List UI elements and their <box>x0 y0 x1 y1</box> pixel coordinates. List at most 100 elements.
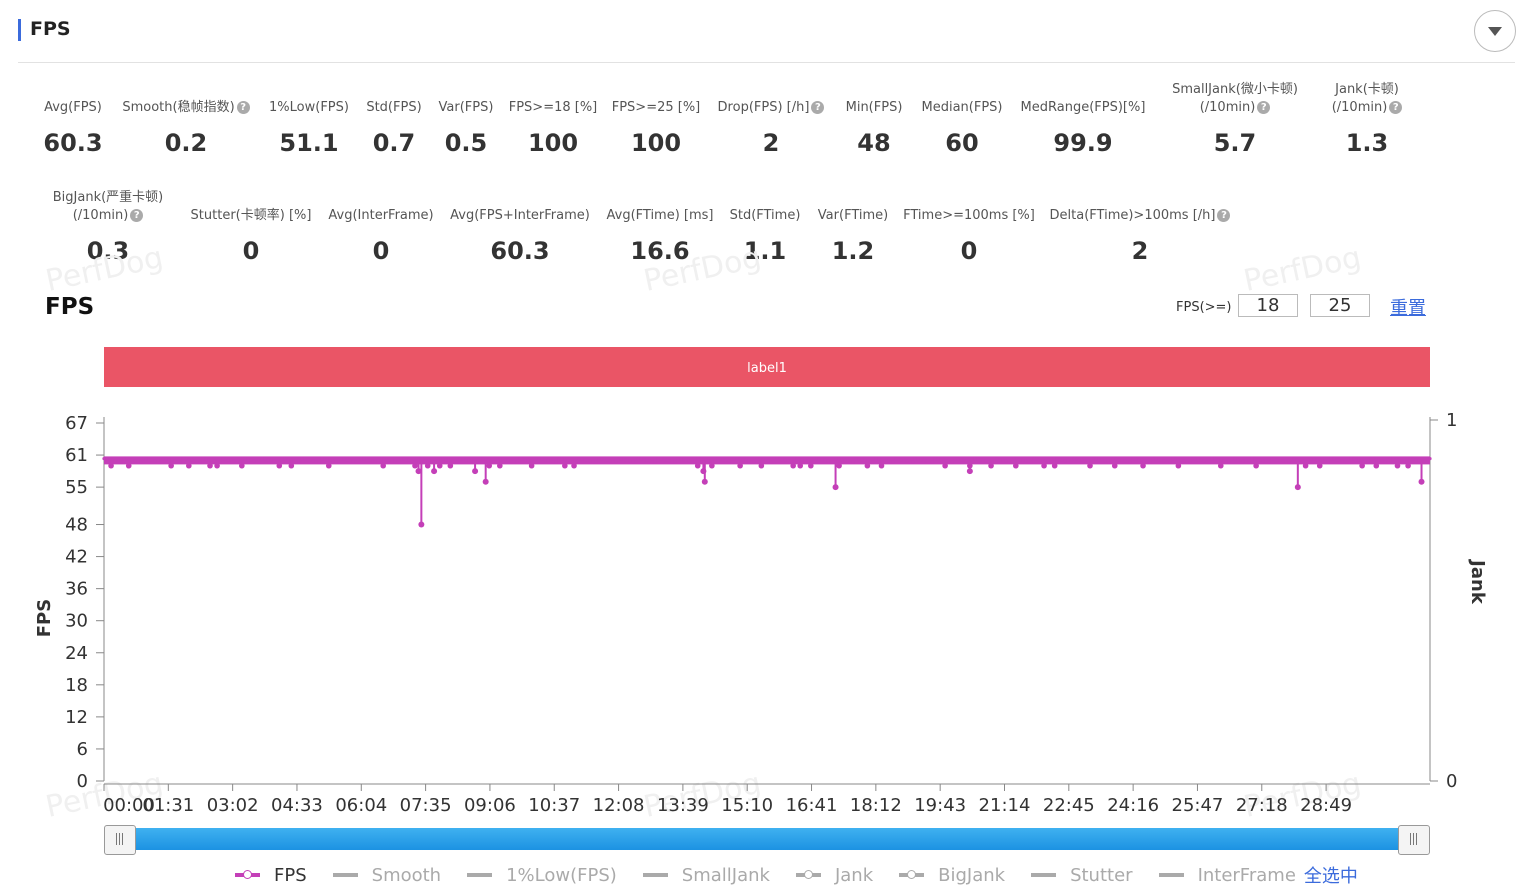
fps-point <box>399 457 403 461</box>
fps-point <box>911 460 915 464</box>
fps-point <box>1145 460 1149 464</box>
help-icon[interactable]: ? <box>1217 209 1231 222</box>
fps-point <box>984 459 988 463</box>
legend-item-1-low-fps-[interactable]: 1%Low(FPS) <box>467 865 617 886</box>
fps-point <box>953 457 957 461</box>
fps-point <box>534 460 539 464</box>
fps-point <box>902 458 906 463</box>
fps-point <box>639 457 643 461</box>
fps-point <box>987 460 991 464</box>
fps-point <box>758 457 762 461</box>
fps-point <box>345 458 349 462</box>
fps-point <box>732 460 737 464</box>
legend-item-smalljank[interactable]: SmallJank <box>642 865 770 886</box>
fps-point <box>1329 457 1333 461</box>
fps-point <box>543 458 547 462</box>
fps-point <box>274 460 279 464</box>
stat-value: 60.3 <box>43 129 103 157</box>
stat-row2-6: Var(FTime) 1.2 <box>743 207 963 265</box>
fps-point <box>303 457 307 461</box>
fps-point <box>492 460 496 464</box>
fps-point <box>877 457 881 461</box>
fps-point <box>255 460 259 464</box>
legend-item-stutter[interactable]: Stutter <box>1031 865 1133 886</box>
fps-point <box>461 457 465 461</box>
threshold-input-1[interactable] <box>1238 294 1298 317</box>
legend-item-bigjank[interactable]: BigJank <box>899 865 1005 886</box>
zoom-slider-track[interactable] <box>106 828 1428 850</box>
legend-symbol-icon <box>795 868 821 882</box>
legend-item-smooth[interactable]: Smooth <box>332 864 442 886</box>
help-icon[interactable]: ? <box>811 101 825 114</box>
fps-point <box>1185 460 1189 464</box>
fps-point <box>752 460 756 464</box>
y-tick-label: 48 <box>65 515 88 536</box>
fps-point <box>158 460 163 464</box>
x-tick-label: 18:12 <box>850 795 902 816</box>
stat-label: SmallJank(微小卡顿) <box>1172 82 1298 97</box>
legend-item-jank[interactable]: Jank <box>795 865 873 886</box>
fps-point <box>744 458 748 463</box>
fps-point <box>546 458 550 463</box>
fps-point <box>396 460 400 464</box>
legend-item-fps[interactable]: FPS <box>235 865 307 886</box>
stat-row1-10: MedRange(FPS)[%] 99.9 <box>973 99 1193 157</box>
y2-tick-label: 0 <box>1446 771 1457 792</box>
fps-point <box>226 458 231 462</box>
legend-label: Smooth <box>371 864 442 886</box>
fps-point <box>430 459 434 463</box>
fps-point <box>1123 459 1127 463</box>
fps-point <box>862 458 867 463</box>
stat-value: 2 <box>1131 237 1149 265</box>
fps-point <box>1024 459 1028 463</box>
fps-point <box>164 457 168 461</box>
fps-point <box>667 459 672 463</box>
fps-point <box>981 458 985 463</box>
fps-point <box>444 458 448 462</box>
fps-point <box>1196 458 1200 462</box>
fps-point <box>568 459 573 463</box>
fps-point <box>503 458 508 462</box>
zoom-handle-left[interactable] <box>104 825 136 855</box>
select-all-link[interactable]: 全选中 <box>1303 866 1358 887</box>
fps-point <box>1100 458 1104 463</box>
fps-point <box>308 458 312 463</box>
help-icon[interactable]: ? <box>1257 101 1271 114</box>
fps-point <box>365 458 369 462</box>
legend-item-interframe[interactable]: InterFrame <box>1158 865 1296 886</box>
fps-point <box>272 459 276 463</box>
fps-point <box>1337 458 1342 463</box>
fps-point <box>625 458 629 463</box>
legend-symbol-icon <box>642 868 668 882</box>
chart-title: FPS <box>45 294 95 320</box>
fps-point <box>1422 460 1426 464</box>
fps-point <box>585 458 590 463</box>
stat-label: Smooth(稳帧指数)? <box>76 99 296 117</box>
help-icon[interactable]: ? <box>130 209 144 222</box>
fps-point <box>1179 458 1183 463</box>
fps-point <box>1154 457 1158 461</box>
fps-point <box>868 460 872 464</box>
help-icon[interactable]: ? <box>1389 101 1403 114</box>
stat-value: 2 <box>762 129 780 157</box>
fps-point <box>1270 457 1274 461</box>
fps-point <box>1385 460 1390 464</box>
fps-dip-point <box>700 468 707 475</box>
fps-point <box>1103 459 1107 463</box>
fps-point <box>1352 457 1356 461</box>
fps-point <box>1380 459 1384 463</box>
fps-point <box>153 459 157 463</box>
reset-link[interactable]: 重置 <box>1390 298 1426 319</box>
fps-point <box>1346 460 1350 464</box>
help-icon[interactable]: ? <box>236 101 250 114</box>
fps-point <box>854 457 858 461</box>
fps-point <box>583 458 587 462</box>
label-band[interactable]: label1 <box>104 347 1430 387</box>
x-tick-label: 13:39 <box>657 795 709 816</box>
stat-value: 0.3 <box>86 237 130 265</box>
fps-point <box>1137 458 1141 462</box>
zoom-handle-right[interactable] <box>1398 825 1430 855</box>
threshold-input-2[interactable] <box>1310 294 1370 317</box>
fps-point <box>1148 460 1152 464</box>
collapse-button[interactable] <box>1474 10 1516 52</box>
